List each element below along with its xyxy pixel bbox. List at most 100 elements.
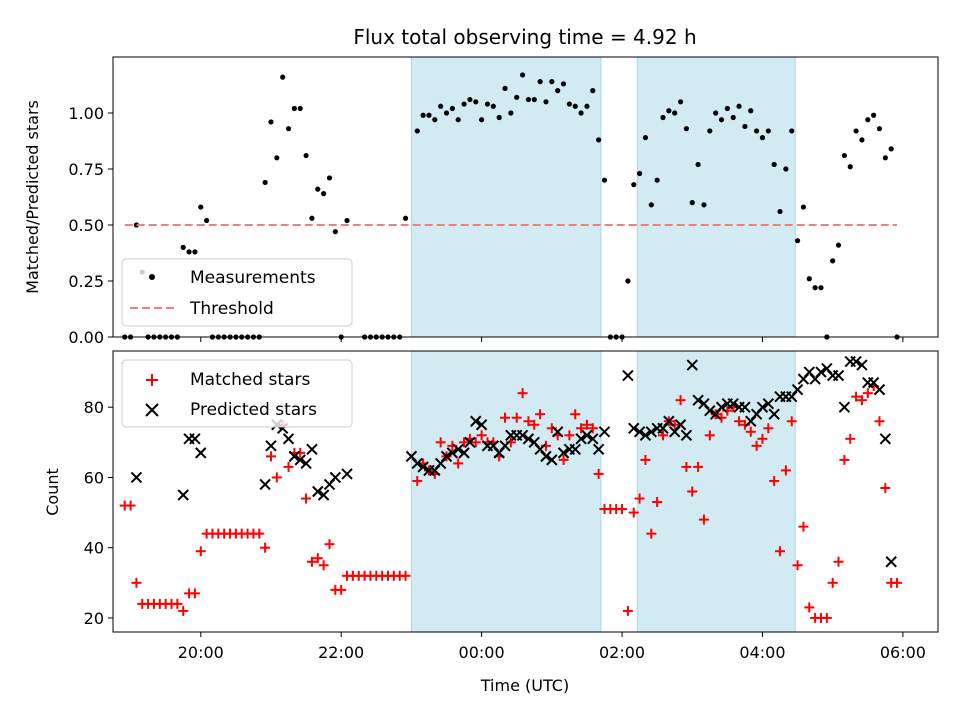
matched-star-point (681, 461, 692, 472)
predicted-star-point (686, 359, 698, 371)
top-legend: Measurements Threshold (121, 258, 353, 327)
measurement-point (835, 242, 842, 248)
predicted-star-point (639, 429, 652, 442)
matched-star-point (587, 423, 598, 434)
y-tick-label: 80 (84, 398, 104, 417)
measurement-point (291, 105, 297, 112)
measurement-point (648, 202, 654, 208)
y-tick-label: 0.00 (68, 328, 104, 347)
measurement-point (625, 278, 631, 284)
matched-star-point (763, 423, 774, 434)
predicted-star-point (341, 468, 353, 480)
measurement-point (402, 215, 409, 221)
predicted-star-point (592, 443, 605, 456)
matched-star-point (640, 454, 651, 465)
predicted-star-point (130, 471, 143, 484)
predicted-star-point (464, 436, 476, 449)
measurement-point (871, 112, 877, 118)
measurement-point (332, 229, 338, 235)
y-tick-label: 1.00 (68, 104, 104, 123)
measurement-point (467, 96, 473, 103)
predicted-star-point (411, 457, 423, 470)
predicted-star-point (294, 454, 306, 466)
measurement-point (794, 238, 801, 244)
predicted-star-point (762, 397, 775, 410)
top-x-ticks (200, 337, 904, 342)
x-tick-label: 06:00 (880, 643, 926, 662)
measurement-point (490, 103, 496, 109)
predicted-star-point (885, 556, 897, 568)
matched-star-point (798, 521, 809, 532)
matched-star-point (271, 472, 282, 483)
predicted-star-point (587, 433, 599, 445)
matched-star-point (523, 416, 534, 427)
predicted-star-point (645, 426, 658, 438)
top-panel: 0.00 0.25 0.50 0.75 1.00 Matched/Predicted s… (23, 56, 939, 347)
matched-star-point (500, 412, 511, 423)
matched-star-point (511, 412, 522, 423)
measurement-point (847, 164, 853, 170)
measurement-point (748, 108, 754, 114)
matched-star-point (195, 546, 206, 557)
measurement-point (204, 217, 210, 224)
bottom-shaded-intervals (410, 350, 796, 633)
matched-star-point (301, 493, 312, 504)
matched-star-point (757, 433, 768, 444)
y-tick-label: 0.75 (68, 160, 104, 179)
predicted-star-point (516, 429, 529, 442)
predicted-star-point (633, 426, 646, 438)
x-tick-label: 00:00 (459, 643, 505, 662)
measurement-point (707, 128, 713, 134)
predicted-star-point (856, 359, 868, 371)
measurement-point (496, 114, 502, 121)
bottom-axes-frame (112, 350, 939, 633)
measurement-point (806, 276, 812, 282)
predicted-star-point (569, 443, 581, 456)
measurement-point (631, 182, 637, 188)
matched-star-point (564, 430, 575, 441)
measurement-point (303, 152, 309, 159)
matched-star-point (260, 542, 271, 553)
measurement-point (555, 88, 561, 94)
matched-star-point (862, 388, 873, 399)
matched-star-point (698, 514, 709, 525)
matched-star-point (845, 433, 856, 444)
predicted-star-point (282, 433, 295, 445)
measurement-point (765, 128, 771, 134)
measurement-point (449, 105, 455, 112)
matched-star-point (622, 605, 633, 616)
measurement-point (192, 249, 198, 255)
measurement-point (584, 103, 590, 109)
measurement-point (771, 161, 777, 168)
matched-star-point (704, 430, 715, 441)
matched-star-point (459, 437, 470, 448)
predicted-star-point (417, 461, 429, 473)
measurement-point (543, 99, 549, 105)
matched-star-point (646, 528, 657, 539)
matched-star-point (874, 416, 885, 427)
predicted-star-point (815, 366, 827, 378)
legend-predicted-marker (145, 403, 159, 417)
legend-matched-marker (146, 374, 158, 386)
measurement-point (654, 177, 660, 183)
measurement-point (742, 123, 748, 130)
measurement-point (438, 103, 444, 109)
measurement-point (718, 117, 725, 123)
matched-star-point (324, 539, 335, 550)
x-tick-label: 04:00 (739, 643, 785, 662)
predicted-star-point (177, 489, 189, 501)
measurement-point (297, 105, 303, 112)
bottom-y-axis-label: Count (43, 468, 62, 516)
measurement-point (724, 105, 730, 112)
matched-star-point (780, 465, 791, 476)
measurement-point (484, 101, 491, 107)
matched-star-point (558, 454, 569, 465)
x-axis-label: Time (UTC) (480, 676, 569, 695)
measurement-point (660, 114, 666, 121)
predicted-star-point (317, 489, 330, 501)
measurement-point (420, 112, 426, 118)
matched-star-point (851, 391, 862, 402)
top-y-axis-label: Matched/Predicted stars (23, 100, 42, 294)
matched-star-point (792, 560, 803, 571)
predicted-star-point (727, 397, 739, 410)
